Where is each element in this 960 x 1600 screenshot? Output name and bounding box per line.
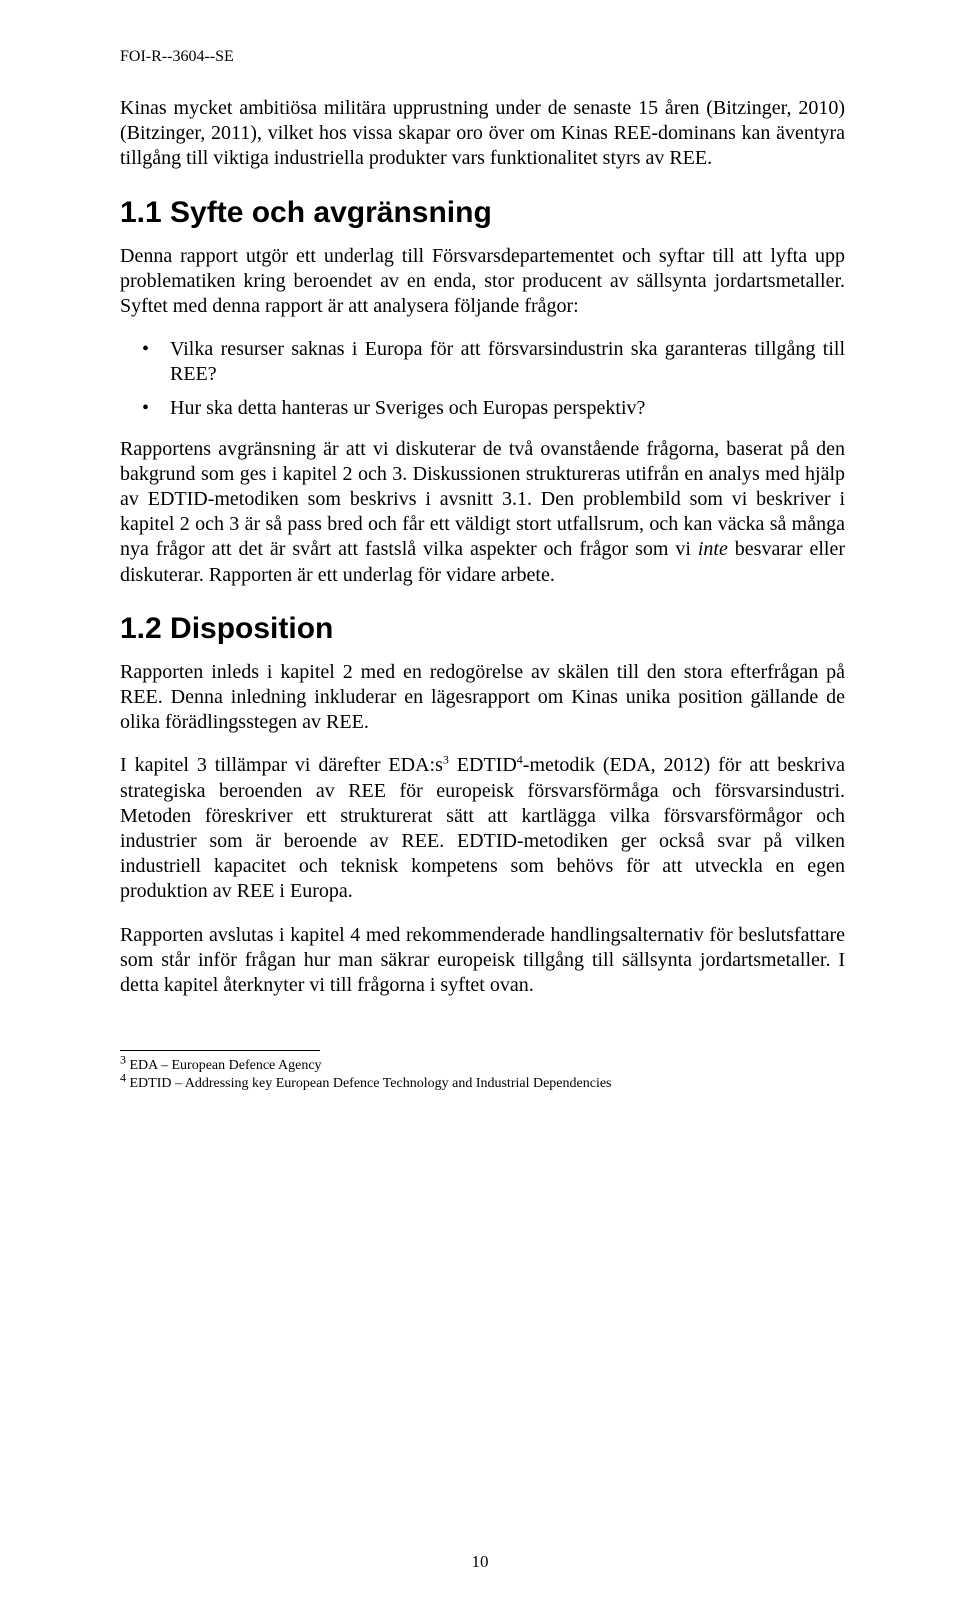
sec-1-2-para2: I kapitel 3 tillämpar vi därefter EDA:s3…	[120, 753, 845, 904]
footnote-3: 3 EDA – European Defence Agency	[120, 1057, 845, 1075]
heading-1-1: 1.1 Syfte och avgränsning	[120, 196, 845, 230]
footnote-4: 4 EDTID – Addressing key European Defenc…	[120, 1075, 845, 1093]
text-span: I kapitel 3 tillämpar vi därefter EDA:s	[120, 754, 443, 776]
text-span: -metodik (EDA, 2012) för att beskriva st…	[120, 754, 845, 902]
footnote-text: EDTID – Addressing key European Defence …	[126, 1076, 612, 1091]
text-span: EDTID	[449, 754, 517, 776]
sec-1-2-para3: Rapporten avslutas i kapitel 4 med rekom…	[120, 923, 845, 999]
sec-1-2-para1: Rapporten inleds i kapitel 2 med en redo…	[120, 660, 845, 736]
sec-1-1-para2: Rapportens avgränsning är att vi diskute…	[120, 437, 845, 588]
page-number: 10	[0, 1552, 960, 1572]
footnote-text: EDA – European Defence Agency	[126, 1058, 322, 1073]
italic-word: inte	[698, 538, 728, 560]
doc-header: FOI-R--3604--SE	[120, 48, 845, 66]
intro-paragraph: Kinas mycket ambitiösa militära upprustn…	[120, 96, 845, 172]
list-item: Hur ska detta hanteras ur Sveriges och E…	[120, 396, 845, 421]
sec-1-1-bullets: Vilka resurser saknas i Europa för att f…	[120, 337, 845, 421]
list-item: Vilka resurser saknas i Europa för att f…	[120, 337, 845, 387]
footnote-separator	[120, 1050, 320, 1051]
sec-1-1-para1: Denna rapport utgör ett underlag till Fö…	[120, 244, 845, 320]
heading-1-2: 1.2 Disposition	[120, 612, 845, 646]
